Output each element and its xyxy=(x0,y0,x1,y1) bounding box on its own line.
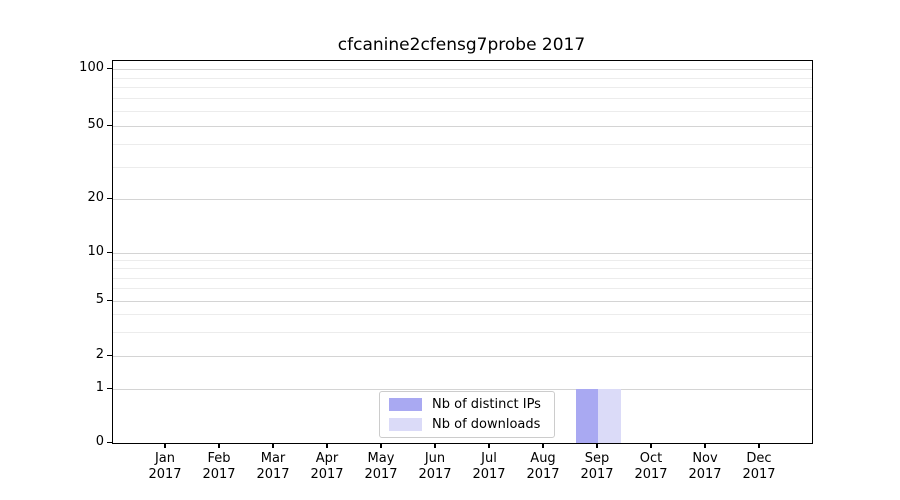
x-tick-mark-jun xyxy=(434,443,436,448)
x-tick-mark-apr xyxy=(326,443,328,448)
x-tick-month: May xyxy=(367,451,395,466)
gridline-minor-40 xyxy=(113,143,812,145)
gridline-minor-8 xyxy=(113,268,812,270)
gridline-major-100 xyxy=(113,69,812,70)
gridline-major-1 xyxy=(113,389,812,390)
x-tick-year: 2017 xyxy=(472,467,506,482)
x-tick-year: 2017 xyxy=(310,467,344,482)
x-tick-month: Feb xyxy=(207,451,231,466)
y-tick-mark-100 xyxy=(107,67,112,69)
y-tick-label-10: 10 xyxy=(87,244,104,259)
gridline-major-2 xyxy=(113,356,812,357)
x-tick-month: Aug xyxy=(530,451,556,466)
x-tick-month: Jul xyxy=(481,451,497,466)
gridline-minor-30 xyxy=(113,166,812,168)
x-tick-mark-jan xyxy=(164,443,166,448)
gridline-minor-70 xyxy=(113,98,812,100)
x-tick-year: 2017 xyxy=(688,467,722,482)
y-tick-label-0: 0 xyxy=(95,434,104,449)
legend-label: Nb of downloads xyxy=(432,417,541,432)
x-tick-month: Dec xyxy=(746,451,772,466)
x-tick-mark-dec xyxy=(758,443,760,448)
y-tick-mark-20 xyxy=(107,197,112,199)
y-tick-mark-50 xyxy=(107,124,112,126)
x-tick-month: Jun xyxy=(424,451,446,466)
x-tick-mark-aug xyxy=(542,443,544,448)
legend-swatch-icon xyxy=(389,418,422,431)
bar-sep-series-1 xyxy=(598,389,621,443)
x-tick-month: Nov xyxy=(692,451,718,466)
x-tick-mark-may xyxy=(380,443,382,448)
x-tick-label-oct: Oct 2017 xyxy=(619,451,683,483)
gridline-minor-60 xyxy=(113,111,812,112)
y-tick-label-100: 100 xyxy=(79,60,104,75)
x-tick-month: Mar xyxy=(260,451,286,466)
x-tick-label-jun: Jun 2017 xyxy=(403,451,467,483)
x-tick-month: Oct xyxy=(639,451,663,466)
plot-area: Nb of distinct IPs Nb of downloads xyxy=(112,60,813,444)
y-tick-label-50: 50 xyxy=(87,117,104,132)
y-tick-mark-5 xyxy=(107,299,112,301)
x-tick-label-dec: Dec 2017 xyxy=(727,451,791,483)
x-tick-mark-jul xyxy=(488,443,490,448)
gridline-major-20 xyxy=(113,199,812,200)
gridline-major-50 xyxy=(113,126,812,127)
gridline-major-10 xyxy=(113,253,812,254)
x-tick-year: 2017 xyxy=(202,467,236,482)
gridline-minor-6 xyxy=(113,288,812,290)
x-tick-year: 2017 xyxy=(526,467,560,482)
x-tick-year: 2017 xyxy=(742,467,776,482)
x-tick-year: 2017 xyxy=(364,467,398,482)
y-tick-mark-2 xyxy=(107,354,112,356)
x-tick-label-nov: Nov 2017 xyxy=(673,451,737,483)
gridline-major-5 xyxy=(113,301,812,302)
gridline-minor-3 xyxy=(113,331,812,333)
x-tick-label-sep: Sep 2017 xyxy=(565,451,629,483)
x-tick-year: 2017 xyxy=(634,467,668,482)
legend-swatch-icon xyxy=(389,398,422,411)
y-tick-label-2: 2 xyxy=(95,347,104,362)
y-tick-label-1: 1 xyxy=(95,380,104,395)
x-tick-month: Sep xyxy=(584,451,610,466)
x-tick-year: 2017 xyxy=(418,467,452,482)
x-tick-month: Apr xyxy=(315,451,339,466)
gridline-minor-80 xyxy=(113,87,812,89)
y-tick-mark-0 xyxy=(107,441,112,443)
gridline-minor-7 xyxy=(113,277,812,279)
legend-entry-1: Nb of downloads xyxy=(389,415,554,435)
legend: Nb of distinct IPs Nb of downloads xyxy=(379,391,555,438)
chart-title: cfcanine2cfensg7probe 2017 xyxy=(337,35,586,55)
legend-entry-0: Nb of distinct IPs xyxy=(389,395,554,415)
x-tick-label-jul: Jul 2017 xyxy=(457,451,521,483)
y-tick-mark-1 xyxy=(107,387,112,389)
x-tick-mark-nov xyxy=(704,443,706,448)
gridline-minor-9 xyxy=(113,260,812,262)
x-tick-mark-sep xyxy=(596,443,598,448)
y-tick-mark-10 xyxy=(107,251,112,253)
x-tick-label-jan: Jan 2017 xyxy=(133,451,197,483)
x-tick-year: 2017 xyxy=(256,467,290,482)
y-tick-label-20: 20 xyxy=(87,190,104,205)
x-tick-label-apr: Apr 2017 xyxy=(295,451,359,483)
x-tick-year: 2017 xyxy=(580,467,614,482)
x-tick-mark-mar xyxy=(272,443,274,448)
x-tick-month: Jan xyxy=(154,451,176,466)
y-tick-label-5: 5 xyxy=(95,292,104,307)
x-tick-year: 2017 xyxy=(148,467,182,482)
bar-sep-series-0 xyxy=(575,389,598,443)
gridline-minor-90 xyxy=(113,77,812,79)
x-tick-label-feb: Feb 2017 xyxy=(187,451,251,483)
x-tick-label-mar: Mar 2017 xyxy=(241,451,305,483)
legend-label: Nb of distinct IPs xyxy=(432,397,541,412)
x-tick-mark-oct xyxy=(650,443,652,448)
x-tick-mark-feb xyxy=(218,443,220,448)
gridline-minor-4 xyxy=(113,314,812,316)
x-tick-label-may: May 2017 xyxy=(349,451,413,483)
x-tick-label-aug: Aug 2017 xyxy=(511,451,575,483)
